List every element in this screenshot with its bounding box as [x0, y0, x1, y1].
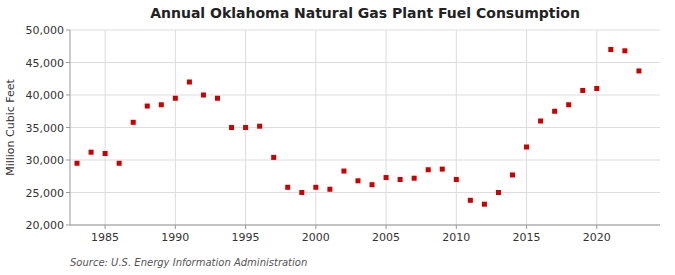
point	[482, 202, 487, 207]
tick-label: 1985	[91, 231, 119, 244]
tick-label: 35,000	[26, 122, 65, 135]
point	[440, 167, 445, 172]
tick-label: 1995	[232, 231, 260, 244]
title: Annual Oklahoma Natural Gas Plant Fuel C…	[150, 5, 580, 21]
point	[257, 124, 262, 129]
point	[608, 47, 613, 52]
tick-label: 2015	[513, 231, 541, 244]
tick-label: 2005	[372, 231, 400, 244]
tick-mark	[66, 30, 70, 31]
point	[187, 80, 192, 85]
point	[636, 68, 641, 73]
point	[89, 150, 94, 155]
tick-mark	[526, 225, 527, 229]
grid-line	[175, 30, 176, 225]
chart: 20,000 25,000 30,000 35,000 40,000 45,000 50,0…	[0, 0, 675, 275]
point	[355, 178, 360, 183]
grid-line	[70, 192, 660, 193]
grid-line	[526, 30, 527, 225]
tick-mark	[596, 225, 597, 229]
grid-line	[315, 30, 316, 225]
point	[454, 177, 459, 182]
point	[327, 187, 332, 192]
tick-mark	[66, 127, 70, 128]
grid-line	[596, 30, 597, 225]
point	[75, 161, 80, 166]
point	[370, 182, 375, 187]
tick-label: 2010	[442, 231, 470, 244]
tick-mark	[66, 62, 70, 63]
tick-mark	[66, 160, 70, 161]
grid-line	[70, 225, 660, 226]
point	[580, 88, 585, 93]
grid-line	[70, 160, 660, 161]
point	[524, 145, 529, 150]
tick-label: 40,000	[26, 89, 65, 102]
point	[131, 120, 136, 125]
point	[201, 93, 206, 98]
grid-line	[70, 127, 660, 128]
point	[285, 185, 290, 190]
point	[173, 96, 178, 101]
tick-label: 2000	[302, 231, 330, 244]
point	[117, 161, 122, 166]
tick-label: 20,000	[26, 219, 65, 232]
tick-label: 30,000	[26, 154, 65, 167]
point	[229, 125, 234, 130]
grid-line	[70, 95, 660, 96]
tick-label: 50,000	[26, 24, 65, 37]
source: Source: U.S. Energy Information Administ…	[70, 257, 307, 268]
point	[159, 102, 164, 107]
point	[594, 86, 599, 91]
y-axis-label: Million Cubic Feet	[4, 78, 17, 175]
grid-line	[70, 30, 660, 31]
tick-label: 2020	[583, 231, 611, 244]
tick-label: 25,000	[26, 187, 65, 200]
grid-line	[386, 30, 387, 225]
grid-line	[70, 62, 660, 63]
grid-line	[456, 30, 457, 225]
y-axis	[70, 30, 71, 225]
tick-mark	[66, 95, 70, 96]
tick-mark	[175, 225, 176, 229]
point	[341, 169, 346, 174]
tick-label: 1990	[161, 231, 189, 244]
tick-label: 45,000	[26, 57, 65, 70]
tick-mark	[66, 225, 70, 226]
x-axis	[70, 225, 660, 226]
point	[566, 102, 571, 107]
point	[496, 190, 501, 195]
point	[145, 104, 150, 109]
point	[384, 175, 389, 180]
tick-mark	[315, 225, 316, 229]
point	[103, 151, 108, 156]
grid	[70, 30, 660, 225]
point	[468, 198, 473, 203]
grid-line	[105, 30, 106, 225]
point	[552, 109, 557, 114]
point	[538, 119, 543, 124]
tick-mark	[105, 225, 106, 229]
point	[510, 172, 515, 177]
point	[412, 176, 417, 181]
tick-mark	[66, 192, 70, 193]
point	[271, 155, 276, 160]
point	[215, 96, 220, 101]
tick-mark	[456, 225, 457, 229]
point	[313, 185, 318, 190]
point	[243, 125, 248, 130]
point	[622, 48, 627, 53]
point	[426, 167, 431, 172]
points	[75, 47, 642, 207]
tick-mark	[386, 225, 387, 229]
point	[299, 190, 304, 195]
tick-mark	[245, 225, 246, 229]
point	[398, 177, 403, 182]
